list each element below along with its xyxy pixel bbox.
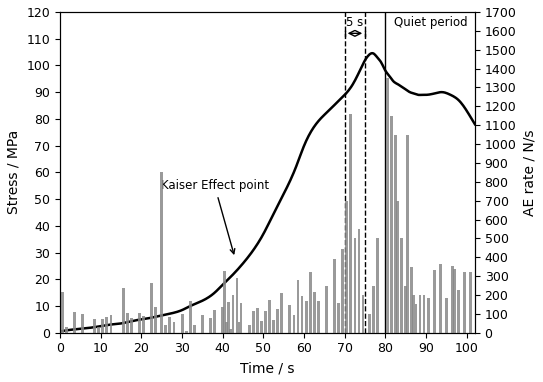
Bar xyxy=(213,310,216,333)
Bar xyxy=(193,325,195,333)
Bar xyxy=(394,134,397,333)
Bar xyxy=(160,172,163,333)
Bar xyxy=(238,322,241,333)
Bar xyxy=(122,288,124,333)
Bar xyxy=(264,311,267,333)
Bar xyxy=(126,313,129,333)
Bar xyxy=(301,296,304,333)
Bar xyxy=(400,238,403,333)
Bar xyxy=(376,238,378,333)
Bar xyxy=(411,267,413,333)
Bar xyxy=(272,320,275,333)
Y-axis label: AE rate / N/s: AE rate / N/s xyxy=(522,129,536,215)
Bar xyxy=(333,259,336,333)
Bar xyxy=(296,280,299,333)
Bar xyxy=(372,286,375,333)
Bar xyxy=(256,308,259,333)
Text: 5 s: 5 s xyxy=(346,16,364,29)
Bar xyxy=(413,295,415,333)
Bar xyxy=(463,272,466,333)
Bar xyxy=(268,300,271,333)
Bar xyxy=(386,78,389,333)
Bar xyxy=(325,286,328,333)
Bar xyxy=(150,283,153,333)
Bar xyxy=(65,327,68,333)
Bar xyxy=(110,315,112,333)
Bar xyxy=(276,309,279,333)
Bar xyxy=(469,272,472,333)
Bar xyxy=(362,295,364,333)
Text: Quiet period: Quiet period xyxy=(394,16,467,29)
Bar xyxy=(368,314,370,333)
Bar xyxy=(305,301,307,333)
Bar xyxy=(353,238,356,333)
Bar xyxy=(231,295,235,333)
Bar xyxy=(433,270,435,333)
Bar xyxy=(293,315,295,333)
Bar xyxy=(260,321,263,333)
Bar xyxy=(130,318,132,333)
Bar xyxy=(181,314,184,333)
Bar xyxy=(317,301,320,333)
Bar xyxy=(313,292,315,333)
Bar xyxy=(225,322,228,333)
Bar xyxy=(73,312,76,333)
Bar xyxy=(236,278,238,333)
Bar xyxy=(168,317,172,333)
Bar xyxy=(280,293,283,333)
Bar xyxy=(419,295,421,333)
Bar xyxy=(342,249,344,333)
Text: Kaiser Effect point: Kaiser Effect point xyxy=(161,179,269,254)
Bar xyxy=(445,298,448,333)
Bar xyxy=(337,303,340,333)
Bar xyxy=(350,114,352,333)
Bar xyxy=(81,314,84,333)
Bar xyxy=(185,331,187,333)
Bar xyxy=(105,317,108,333)
Bar xyxy=(239,303,243,333)
Bar xyxy=(405,286,407,333)
Bar xyxy=(230,329,232,333)
Bar xyxy=(223,271,226,333)
Bar xyxy=(427,298,430,333)
Bar xyxy=(390,116,393,333)
Bar xyxy=(396,201,399,333)
Bar xyxy=(189,301,192,333)
Bar xyxy=(248,325,251,333)
Bar xyxy=(165,325,167,333)
Bar xyxy=(345,201,348,333)
Bar xyxy=(209,319,212,333)
X-axis label: Time / s: Time / s xyxy=(240,361,295,375)
Bar xyxy=(222,307,224,333)
Bar xyxy=(142,316,145,333)
Bar xyxy=(97,327,100,333)
Bar xyxy=(422,295,426,333)
Bar xyxy=(201,315,204,333)
Bar xyxy=(252,311,255,333)
Bar xyxy=(453,269,456,333)
Bar xyxy=(414,304,418,333)
Bar xyxy=(154,306,157,333)
Bar xyxy=(309,272,312,333)
Y-axis label: Stress / MPa: Stress / MPa xyxy=(7,130,21,214)
Bar xyxy=(406,134,409,333)
Bar xyxy=(288,305,291,333)
Bar xyxy=(439,264,442,333)
Bar xyxy=(228,302,230,333)
Bar xyxy=(102,319,104,333)
Bar xyxy=(457,290,460,333)
Bar xyxy=(61,291,64,333)
Bar xyxy=(138,313,141,333)
Bar xyxy=(173,322,175,333)
Bar xyxy=(451,266,454,333)
Bar xyxy=(93,319,96,333)
Bar xyxy=(358,229,361,333)
